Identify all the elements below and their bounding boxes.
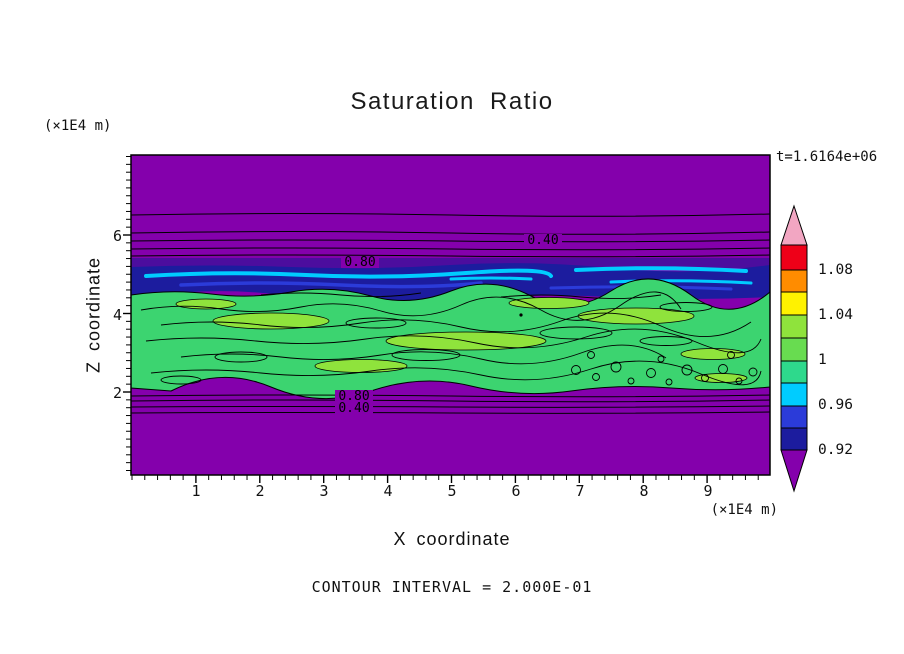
- colorbar-label: 1.04: [818, 307, 853, 323]
- colorbar-label: 1.08: [818, 262, 853, 278]
- time-annotation: t=1.6164e+06: [776, 149, 878, 165]
- x-tick-label: 3: [319, 482, 329, 500]
- x-tick-label: 6: [511, 482, 521, 500]
- contour-label-backgrounds: [335, 234, 562, 414]
- upper-contour-lines: [130, 213, 771, 258]
- lower-contour-lines: [130, 394, 771, 414]
- contour-interval-label: CONTOUR INTERVAL = 2.000E-01: [311, 578, 593, 596]
- y-tick-label: 6: [112, 227, 122, 245]
- x-tick-label: 9: [703, 482, 713, 500]
- chart-title: Saturation Ratio: [350, 88, 554, 115]
- colorbar-label: 0.96: [818, 397, 853, 413]
- y-axis-ticks: [123, 156, 131, 471]
- x-tick-label: 7: [575, 482, 585, 500]
- y-tick-label: 2: [112, 384, 122, 402]
- band-contour-squiggles: [140, 291, 762, 386]
- contour-label: 0.80: [338, 389, 369, 404]
- contour-label: 0.40: [527, 233, 558, 248]
- colorbar-segment: [780, 360, 808, 384]
- contour-value-labels: 0.40 0.80 0.80 0.40: [338, 233, 558, 416]
- contour-dot: [519, 313, 523, 317]
- y-axis-unit-label: (×1E4 m): [44, 118, 112, 134]
- small-contour-cluster: [571, 351, 758, 386]
- colorbar-segment: [780, 314, 808, 339]
- cyan-streaks: [144, 266, 753, 285]
- colorbar-segment: [780, 382, 808, 407]
- x-axis-unit-label: (×1E4 m): [710, 502, 778, 518]
- x-axis-title: X coordinate: [393, 529, 511, 549]
- x-tick-label: 5: [447, 482, 457, 500]
- colorbar-label: 0.92: [818, 442, 853, 458]
- dark-violet-band: [131, 258, 770, 268]
- colorbar-top-triangle: [780, 204, 808, 246]
- colorbar-segment: [780, 269, 808, 293]
- colorbar-segment: [780, 427, 808, 451]
- x-tick-label: 2: [255, 482, 265, 500]
- colorbar-segment: [780, 405, 808, 429]
- y-tick-label: 4: [112, 306, 122, 324]
- plot-frame: [130, 154, 771, 476]
- contour-label: 0.80: [344, 255, 375, 270]
- colorbar-segment: [780, 244, 808, 271]
- contour-label: 0.40: [338, 401, 369, 416]
- colorbar-segment: [780, 337, 808, 362]
- colorbar-label: 1: [818, 352, 827, 368]
- x-axis-ticks: [131, 475, 759, 483]
- colorbar-segment: [780, 291, 808, 316]
- contour-plot: 0.40 0.80 0.80 0.40: [123, 154, 771, 483]
- x-tick-label: 1: [191, 482, 201, 500]
- colorbar: [780, 204, 808, 493]
- x-tick-label: 4: [383, 482, 393, 500]
- x-tick-label: 8: [639, 482, 649, 500]
- colorbar-bottom-triangle: [780, 449, 808, 493]
